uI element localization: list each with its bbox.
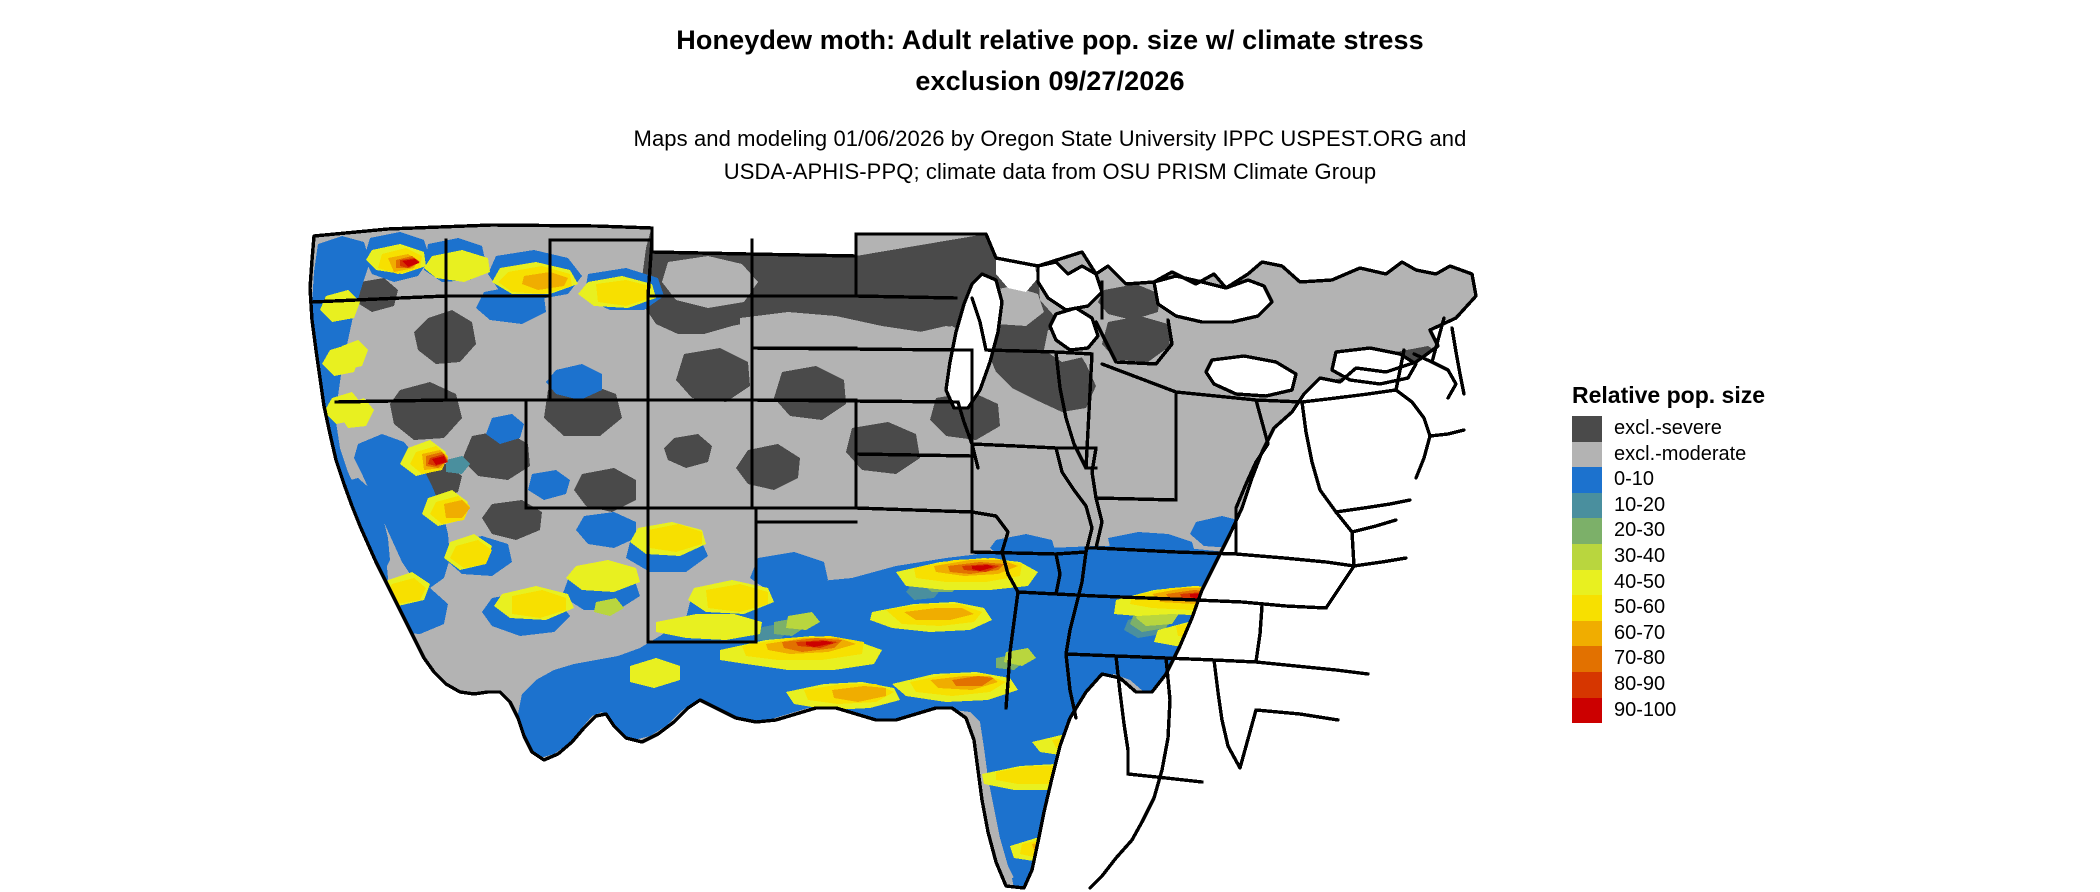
figure-title-line1: Honeydew moth: Adult relative pop. size … <box>676 25 1424 55</box>
legend-row[interactable]: 50-60 <box>1572 595 1902 621</box>
legend-swatch <box>1572 467 1602 493</box>
map-raster-layers <box>310 225 1476 888</box>
legend-row[interactable]: 20-30 <box>1572 518 1902 544</box>
figure-title-line2: exclusion 09/27/2026 <box>915 66 1185 96</box>
legend-label: 60-70 <box>1614 621 1666 644</box>
legend-swatch <box>1572 646 1602 672</box>
legend-label: 70-80 <box>1614 647 1666 670</box>
legend-label: 40-50 <box>1614 570 1666 593</box>
legend-swatch <box>1572 416 1602 442</box>
legend-swatch <box>1572 671 1602 698</box>
legend-label: excl.-moderate <box>1614 442 1747 465</box>
legend-title: Relative pop. size <box>1572 382 1766 408</box>
legend-swatch <box>1572 441 1602 468</box>
figure-subtitle-line2: USDA-APHIS-PPQ; climate data from OSU PR… <box>723 159 1377 184</box>
state-boundaries <box>308 223 1478 890</box>
legend-row[interactable]: 90-100 <box>1572 697 1902 724</box>
figure-subtitle-line1: Maps and modeling 01/06/2026 by Oregon S… <box>633 126 1467 151</box>
legend-row[interactable]: 70-80 <box>1572 646 1902 672</box>
legend-row[interactable]: 0-10 <box>1572 467 1902 493</box>
legend-swatch <box>1572 569 1602 596</box>
legend-row[interactable]: 30-40 <box>1572 543 1902 570</box>
legend-row[interactable]: excl.-moderate <box>1572 441 1902 468</box>
figure-title: Honeydew moth: Adult relative pop. size … <box>0 20 2100 102</box>
legend-row[interactable]: excl.-severe <box>1572 416 1902 442</box>
legend-swatch <box>1572 620 1602 647</box>
legend-row[interactable]: 60-70 <box>1572 620 1902 647</box>
legend-rows: excl.-severe excl.-moderate 0-10 10-20 20-30… <box>1572 416 1902 724</box>
legend-label: 20-30 <box>1614 519 1666 542</box>
legend-label: 10-20 <box>1614 493 1666 516</box>
legend-label: 30-40 <box>1614 544 1666 567</box>
legend: Relative pop. size excl.-severe excl.-mod… <box>1572 382 1902 724</box>
legend-swatch <box>1572 595 1602 621</box>
legend-swatch <box>1572 543 1602 570</box>
figure-subtitle: Maps and modeling 01/06/2026 by Oregon S… <box>0 122 2100 188</box>
legend-swatch <box>1572 518 1602 544</box>
legend-label: 80-90 <box>1614 672 1666 695</box>
legend-label: 0-10 <box>1614 468 1655 491</box>
legend-label: 50-60 <box>1614 596 1666 619</box>
legend-swatch <box>1572 492 1602 519</box>
legend-label: excl.-severe <box>1614 417 1722 439</box>
legend-row[interactable]: 80-90 <box>1572 671 1902 698</box>
legend-swatch <box>1572 697 1602 724</box>
legend-label: 90-100 <box>1614 698 1677 721</box>
us-choropleth-map <box>296 222 1556 892</box>
legend-row[interactable]: 40-50 <box>1572 569 1902 596</box>
legend-row[interactable]: 10-20 <box>1572 492 1902 519</box>
